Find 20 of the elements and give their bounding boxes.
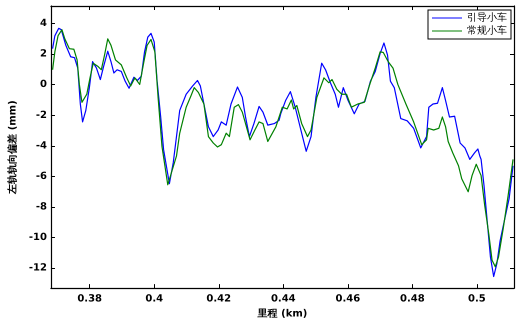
y-tick-label: -6: [36, 170, 48, 182]
y-tick-label: -8: [36, 202, 48, 213]
x-tick-label: 0.4: [145, 294, 164, 305]
x-tick-label: 0.5: [468, 294, 486, 305]
y-tick-label: -12: [28, 262, 47, 274]
y-tick-label: -10: [28, 232, 47, 244]
y-tick-label: 2: [40, 48, 47, 60]
x-tick-label: 0.42: [206, 294, 232, 305]
x-tick-label: 0.48: [400, 294, 425, 305]
y-tick-label: -4: [36, 140, 48, 152]
y-axis-title: 左轨轨向偏差 (mm): [6, 100, 18, 195]
y-tick-label: 4: [40, 18, 47, 30]
x-tick-label: 0.38: [77, 294, 102, 305]
x-tick-label: 0.44: [270, 294, 296, 305]
y-tick-label: -2: [36, 110, 48, 121]
x-axis-title: 里程 (km): [256, 308, 308, 320]
legend-label: 常规小车: [467, 24, 507, 36]
y-tick-label: 0: [40, 79, 47, 90]
x-tick-label: 0.46: [335, 294, 360, 305]
legend-label: 引导小车: [467, 12, 507, 24]
